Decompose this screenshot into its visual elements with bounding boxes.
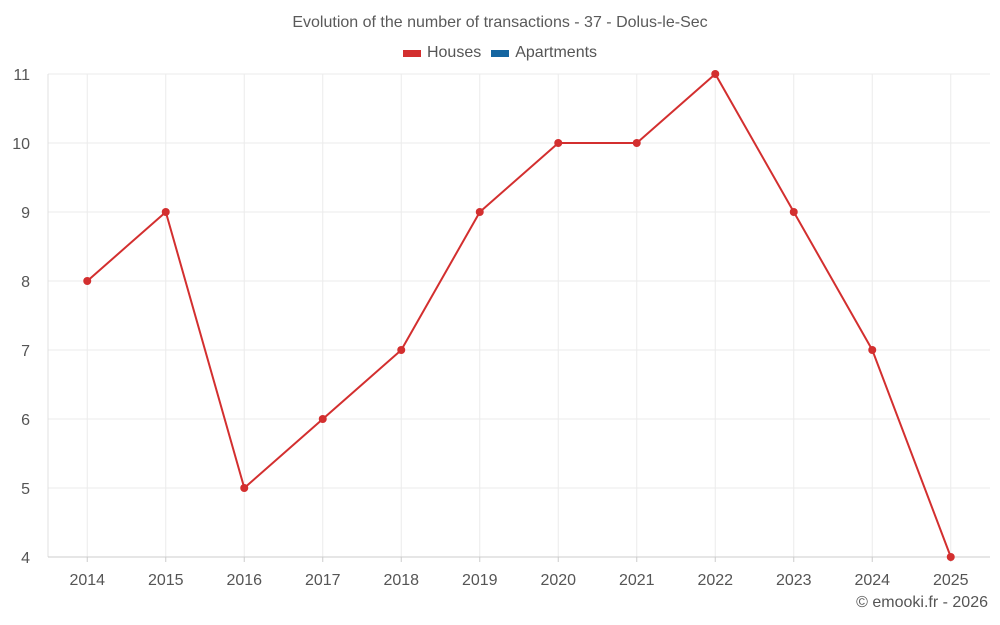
data-point-houses bbox=[554, 139, 563, 147]
x-tick-label: 2016 bbox=[226, 572, 262, 589]
y-tick-label: 11 bbox=[13, 67, 30, 84]
legend-label-apartments: Apartments bbox=[515, 44, 598, 61]
y-tick-label: 7 bbox=[21, 343, 30, 360]
legend-swatch-apartments bbox=[491, 49, 510, 57]
data-point-houses bbox=[868, 346, 877, 354]
series-line-houses bbox=[86, 73, 952, 558]
chart-title: Evolution of the number of transactions … bbox=[292, 14, 708, 31]
x-tick-label: 2018 bbox=[383, 572, 419, 589]
data-point-houses bbox=[632, 139, 641, 147]
data-point-houses bbox=[83, 277, 92, 285]
x-tick-label: 2017 bbox=[305, 572, 341, 589]
data-point-houses bbox=[318, 415, 327, 423]
legend-swatch-houses bbox=[402, 49, 421, 57]
x-tick-label: 2019 bbox=[462, 572, 498, 589]
x-tick-label: 2020 bbox=[540, 572, 576, 589]
x-tick-label: 2023 bbox=[776, 572, 812, 589]
legend-label-houses: Houses bbox=[426, 44, 482, 61]
x-tick-label: 2022 bbox=[697, 572, 733, 589]
legend-item-houses[interactable]: Houses bbox=[402, 44, 482, 62]
data-point-houses bbox=[240, 484, 249, 492]
y-tick-label: 9 bbox=[21, 205, 30, 222]
credit: © emooki.fr - 2026 bbox=[856, 594, 988, 611]
x-tick-label: 2015 bbox=[148, 572, 184, 589]
x-tick-label: 2025 bbox=[933, 572, 969, 589]
data-point-houses bbox=[946, 553, 955, 561]
y-tick-label: 5 bbox=[21, 481, 30, 498]
y-tick-label: 6 bbox=[21, 412, 30, 429]
y-tick-label: 4 bbox=[21, 550, 30, 567]
data-point-houses bbox=[475, 208, 484, 216]
data-point-houses bbox=[397, 346, 406, 354]
y-tick-label: 10 bbox=[12, 136, 30, 153]
x-tick-label: 2021 bbox=[619, 572, 655, 589]
legend-item-apartments[interactable]: Apartments bbox=[491, 44, 597, 62]
data-point-houses bbox=[161, 208, 170, 216]
data-point-houses bbox=[711, 70, 720, 78]
x-tick-label: 2014 bbox=[69, 572, 105, 589]
x-tick-label: 2024 bbox=[854, 572, 890, 589]
legend: Houses Apartments bbox=[0, 44, 1000, 62]
data-point-houses bbox=[789, 208, 798, 216]
y-tick-label: 8 bbox=[21, 274, 30, 291]
